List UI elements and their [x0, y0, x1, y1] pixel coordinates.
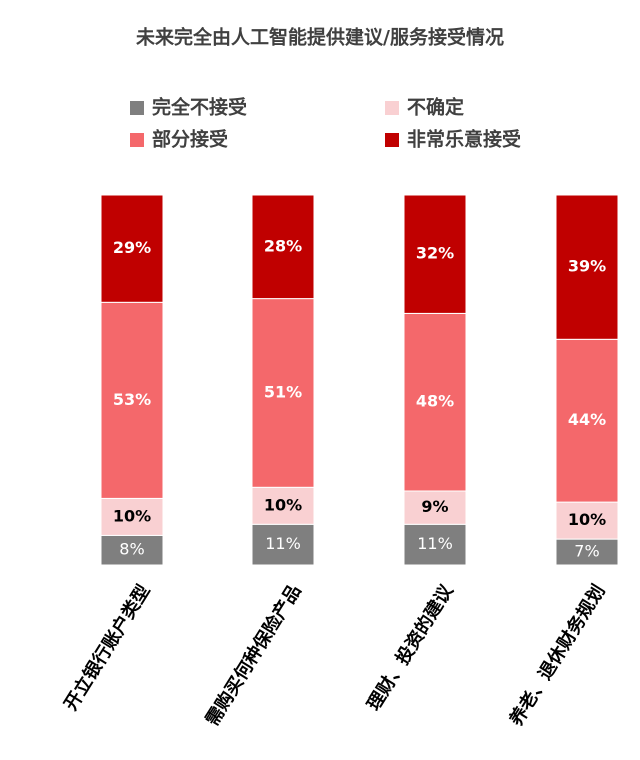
bar-segment — [251, 523, 315, 566]
value-label: 10% — [113, 506, 151, 525]
x-tick-label: 需购买何种保险产品 — [201, 581, 306, 730]
value-label: 7% — [574, 542, 599, 561]
legend-label: 不确定 — [407, 96, 464, 119]
legend-swatch — [130, 133, 144, 147]
value-label: 8% — [119, 540, 144, 559]
value-label: 10% — [264, 495, 302, 514]
bar-segment — [100, 194, 164, 303]
legend-swatch — [385, 133, 399, 147]
x-tick-label: 开立银行账户类型 — [60, 581, 155, 715]
bar-segment — [251, 486, 315, 525]
value-label: 53% — [113, 390, 151, 409]
bar-segment — [100, 534, 164, 566]
value-label: 11% — [417, 534, 453, 553]
value-label: 10% — [568, 510, 606, 529]
bar-segment — [555, 338, 619, 503]
value-label: 9% — [421, 497, 448, 516]
bar-segment — [403, 523, 467, 566]
value-label: 28% — [264, 236, 302, 255]
legend-label: 部分接受 — [152, 128, 228, 151]
value-label: 11% — [265, 534, 301, 553]
value-label: 29% — [113, 238, 151, 257]
bar-segment — [403, 490, 467, 525]
x-tick-label: 理财、投资的建议 — [363, 580, 458, 715]
bar-segment — [403, 312, 467, 492]
legend-swatch — [385, 101, 399, 115]
bar-segment — [403, 194, 467, 314]
x-tick-label: 养老、退休财务规划 — [504, 581, 609, 731]
bar-segment — [251, 194, 315, 300]
bar-segment — [555, 194, 619, 340]
legend-label: 非常乐意接受 — [407, 128, 521, 151]
legend-swatch — [130, 101, 144, 115]
legend-label: 完全不接受 — [152, 96, 247, 119]
value-label: 39% — [568, 257, 606, 276]
bar-segment — [555, 538, 619, 566]
chart-title: 未来完全由人工智能提供建议/服务接受情况 — [135, 26, 504, 49]
value-label: 32% — [416, 244, 454, 263]
bar-segment — [100, 497, 164, 536]
value-label: 44% — [568, 410, 606, 429]
bar-segment — [251, 298, 315, 488]
value-label: 48% — [416, 392, 454, 411]
value-label: 51% — [264, 382, 302, 401]
